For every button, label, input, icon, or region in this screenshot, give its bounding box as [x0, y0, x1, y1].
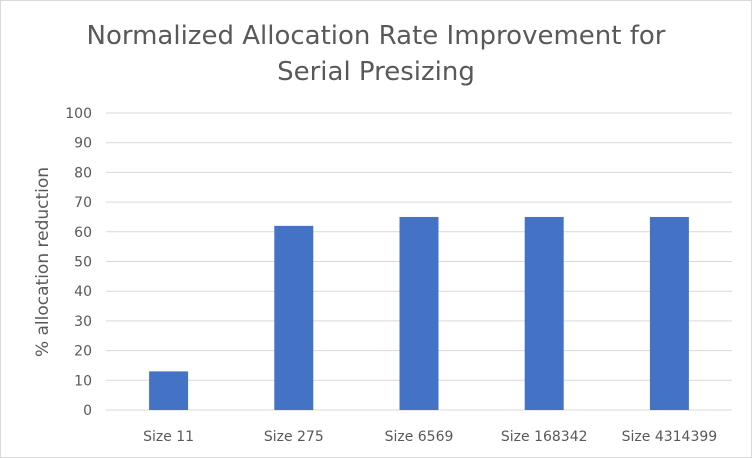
bar-size-4314399 — [649, 216, 689, 410]
y-tick-label: 100 — [65, 106, 92, 122]
y-tick-label: 0 — [83, 403, 92, 419]
y-tick-label: 50 — [74, 255, 92, 271]
y-tick-label: 10 — [74, 373, 92, 389]
bar-size-11 — [149, 371, 189, 410]
bar-size-168342 — [524, 216, 564, 410]
chart-title-line-2: Serial Presizing — [277, 57, 475, 87]
y-tick-label: 90 — [74, 136, 92, 152]
y-axis-label: % allocation reduction — [33, 167, 53, 357]
chart-title-line-1: Normalized Allocation Rate Improvement f… — [86, 21, 666, 51]
x-tick-label: Size 275 — [264, 429, 324, 445]
x-tick-label: Size 6569 — [385, 429, 454, 445]
bar-size-6569 — [399, 216, 439, 410]
x-tick-labels: Size 11 Size 275 Size 6569 Size 168342 Size … — [143, 429, 717, 445]
y-tick-label: 40 — [74, 284, 92, 300]
y-tick-labels: 0 10 20 30 40 50 60 70 80 90 100 — [65, 106, 92, 419]
x-tick-label: Size 168342 — [501, 429, 588, 445]
x-tick-label: Size 11 — [143, 429, 194, 445]
y-tick-label: 80 — [74, 165, 92, 181]
y-tick-label: 60 — [74, 225, 92, 241]
chart-title: Normalized Allocation Rate Improvement f… — [0, 18, 752, 90]
y-tick-label: 30 — [74, 314, 92, 330]
y-tick-label: 20 — [74, 344, 92, 360]
bars — [149, 216, 689, 410]
bar-size-275 — [274, 225, 314, 410]
y-tick-label: 70 — [74, 195, 92, 211]
x-tick-label: Size 4314399 — [622, 429, 718, 445]
